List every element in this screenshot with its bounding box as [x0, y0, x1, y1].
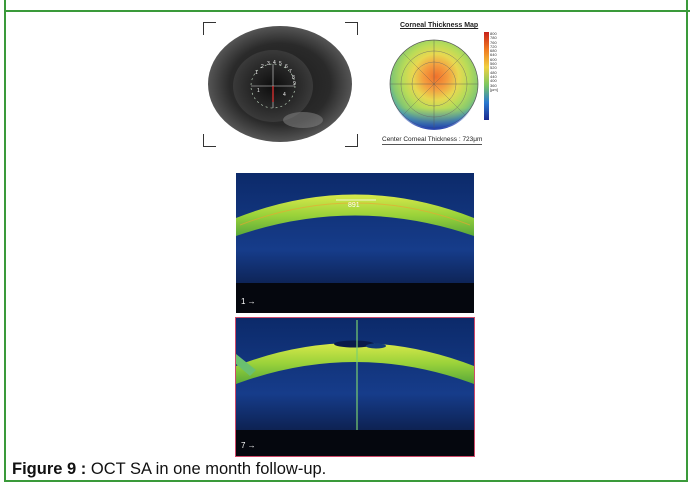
oct-scan-1: 891 1 →: [236, 173, 474, 313]
center-thickness-label: Center Corneal Thickness : 723μm: [382, 136, 483, 145]
scan-label: 7 →: [241, 441, 256, 450]
figure-frame: [4, 0, 690, 482]
scan-label: 1 →: [241, 297, 256, 306]
scale-tick: 760: [490, 39, 497, 45]
scale-tick: 600: [490, 56, 497, 62]
scale-tick: 520: [490, 65, 497, 71]
scale-tick: 800: [490, 31, 497, 36]
oct-scan-2: 7 →: [235, 317, 475, 457]
svg-text:8: 8: [292, 75, 295, 81]
svg-text:9: 9: [293, 81, 296, 87]
scale-tick: 440: [490, 73, 497, 79]
scale-tick: 780: [490, 35, 497, 41]
svg-text:7: 7: [289, 69, 292, 75]
scale-tick: 480: [490, 69, 497, 75]
corner-bracket: [345, 134, 358, 147]
scale-tick: 400: [490, 78, 497, 84]
scale-tick: 560: [490, 61, 497, 67]
oct-scan-image: 891: [236, 173, 474, 313]
svg-text:1: 1: [257, 88, 260, 94]
svg-text:2: 2: [261, 64, 264, 70]
svg-text:4: 4: [273, 60, 276, 66]
corner-bracket: [203, 22, 216, 35]
scale-tick: 720: [490, 43, 497, 49]
map-scale-ticks: 800 780 760 720 680 640 600 560 520 480 …: [490, 31, 498, 92]
caption-label: Figure 9 :: [12, 460, 87, 478]
figure-caption: Figure 9 : OCT SA in one month follow-up…: [12, 460, 326, 479]
corneal-thickness-map-panel: Corneal Thickness Map: [382, 22, 504, 150]
svg-text:3: 3: [267, 61, 270, 67]
corner-bracket: [345, 22, 358, 35]
svg-text:5: 5: [279, 61, 282, 67]
oct-scan-image: [236, 318, 474, 456]
corner-bracket: [203, 134, 216, 147]
svg-text:1: 1: [255, 70, 258, 76]
scale-tick: 360: [490, 82, 497, 88]
scale-tick: 680: [490, 48, 497, 54]
scale-tick: 640: [490, 52, 497, 58]
svg-text:4: 4: [283, 92, 286, 98]
scale-tick: [µm]: [490, 86, 498, 92]
top-strip: [6, 0, 690, 12]
caption-text: OCT SA in one month follow-up.: [90, 460, 327, 478]
oct-measurement: 891: [348, 202, 360, 209]
map-title: Corneal Thickness Map: [400, 22, 479, 29]
thickness-map: [389, 32, 489, 130]
svg-text:6: 6: [285, 64, 288, 70]
